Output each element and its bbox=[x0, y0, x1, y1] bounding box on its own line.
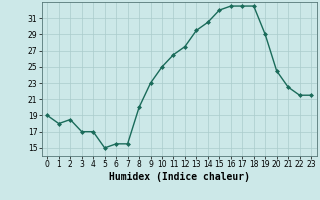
X-axis label: Humidex (Indice chaleur): Humidex (Indice chaleur) bbox=[109, 172, 250, 182]
